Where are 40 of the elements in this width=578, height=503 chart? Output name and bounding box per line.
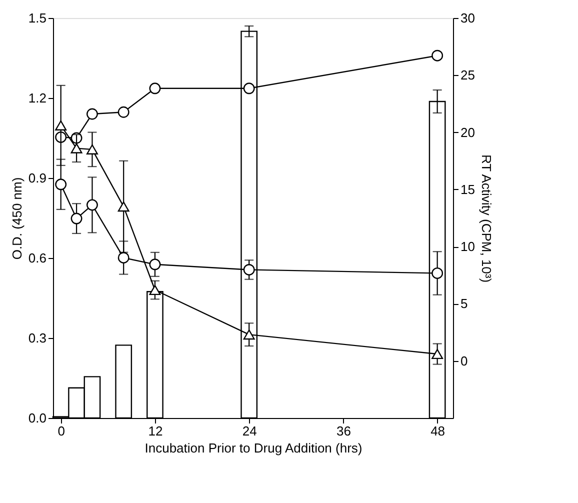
x-tick-label: 12 bbox=[148, 424, 163, 438]
point bbox=[149, 284, 161, 296]
x-tick-label: 0 bbox=[58, 424, 65, 438]
point bbox=[70, 212, 82, 224]
y2-tick-label: 5 bbox=[460, 296, 468, 312]
x-axis-title: Incubation Prior to Drug Addition (hrs) bbox=[144, 440, 362, 456]
x-tick-label: 48 bbox=[430, 424, 446, 438]
point bbox=[118, 252, 130, 264]
point bbox=[149, 82, 161, 94]
point bbox=[432, 50, 444, 62]
y-axis-title: O.D. (450 nm) bbox=[9, 177, 24, 260]
y-tick-label: 1.5 bbox=[28, 10, 46, 26]
y-tick-label: 0.6 bbox=[28, 250, 46, 266]
y-tick-label: 0.9 bbox=[28, 170, 46, 186]
point bbox=[243, 330, 255, 340]
x-tick-label: 24 bbox=[242, 424, 257, 438]
point bbox=[149, 258, 161, 270]
point bbox=[432, 267, 444, 279]
y2-tick-label: 15 bbox=[460, 182, 475, 197]
y2-tick-label: 10 bbox=[460, 239, 475, 254]
point bbox=[86, 144, 98, 154]
point bbox=[86, 199, 98, 211]
point bbox=[55, 120, 67, 130]
point bbox=[118, 106, 130, 118]
y2-tick-label: 20 bbox=[460, 124, 475, 140]
point bbox=[432, 348, 444, 360]
y-tick-label: 0.0 bbox=[28, 410, 46, 426]
y-tick-label: 1.2 bbox=[28, 90, 46, 106]
x-tick-label: 36 bbox=[336, 424, 351, 438]
y-tick-label: 0.3 bbox=[28, 330, 46, 346]
y2-tick-label: 30 bbox=[460, 10, 475, 26]
point bbox=[118, 202, 130, 212]
point bbox=[70, 143, 82, 154]
y2-tick-label: 25 bbox=[460, 68, 475, 83]
point bbox=[243, 82, 255, 94]
y2-axis-title: RT Activity (CPM, 10³) bbox=[478, 154, 494, 283]
point bbox=[243, 264, 255, 276]
point bbox=[55, 178, 67, 190]
point bbox=[86, 108, 98, 120]
y2-tick-label: 0 bbox=[460, 353, 468, 368]
